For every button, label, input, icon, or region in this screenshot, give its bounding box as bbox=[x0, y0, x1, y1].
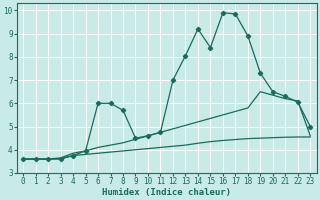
X-axis label: Humidex (Indice chaleur): Humidex (Indice chaleur) bbox=[102, 188, 231, 197]
